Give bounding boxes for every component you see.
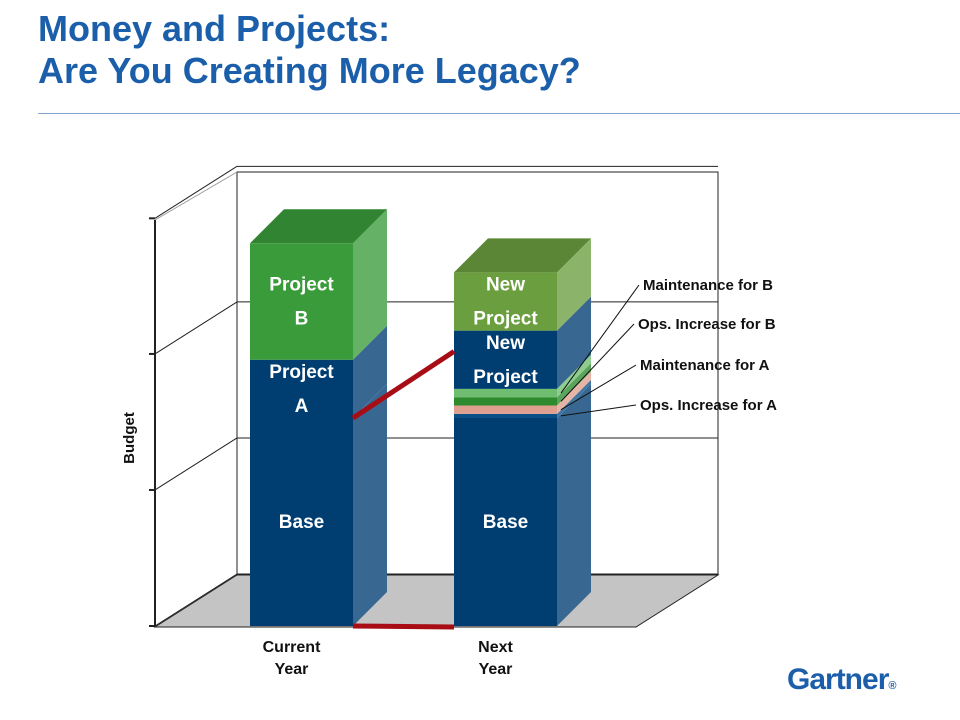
- x-tick-label: Year: [479, 661, 513, 678]
- bar-segment-side: [557, 371, 591, 414]
- bar-segment-label: B: [295, 309, 309, 330]
- bar-segment-label: Project: [473, 367, 538, 388]
- title-line-2: Are You Creating More Legacy?: [38, 50, 581, 91]
- bar-segment-top: [250, 209, 387, 244]
- title-divider: [38, 113, 960, 114]
- bar-segment: [454, 418, 557, 626]
- bar-segment: [454, 413, 557, 418]
- bar-segment-side: [557, 384, 591, 626]
- page-title: Money and Projects: Are You Creating Mor…: [38, 8, 581, 92]
- y-axis-label: Budget: [121, 412, 138, 464]
- gridline: [154, 165, 238, 219]
- bar-segment: [454, 388, 557, 398]
- bar-segment: [454, 397, 557, 406]
- bar-segment: [250, 243, 353, 360]
- callout-label: Maintenance for B: [643, 277, 773, 294]
- bar-segment-label: Project: [269, 362, 334, 383]
- callout-line: [560, 364, 637, 411]
- x-tick-label: Next: [478, 639, 513, 656]
- callout-line: [560, 323, 635, 402]
- bar-segment-side: [557, 379, 591, 418]
- bar-segment-label: Base: [483, 512, 528, 533]
- callout-line: [560, 404, 637, 417]
- chart-back-wall: [236, 171, 719, 575]
- bar-segment-label: Base: [279, 512, 324, 533]
- callout-label: Ops. Increase for B: [638, 316, 776, 333]
- bar-segment-label: Project: [473, 309, 538, 330]
- chart-side-top-edge: [154, 171, 238, 221]
- bar-segment: [250, 359, 353, 418]
- chart-floor: [153, 574, 720, 628]
- connector-line: [351, 349, 456, 421]
- connector-line: [352, 623, 455, 630]
- bar-segment-side: [557, 238, 591, 331]
- bar-segment-side: [353, 325, 387, 418]
- callout-label: Maintenance for A: [640, 357, 770, 374]
- bar-segment-label: New: [486, 333, 525, 354]
- gartner-logo: Gartner®: [787, 663, 897, 696]
- callout-line: [560, 284, 640, 394]
- bar-segment-top: [454, 238, 591, 273]
- gridline: [154, 301, 238, 355]
- bar-segment-label: Project: [269, 275, 334, 296]
- bar-segment: [454, 405, 557, 414]
- bar-segment-label: A: [295, 396, 309, 417]
- bar-segment-side: [557, 296, 591, 389]
- bar-segment-side: [353, 209, 387, 360]
- gridline: [154, 573, 238, 627]
- x-tick-label: Year: [275, 661, 309, 678]
- callout-label: Ops. Increase for A: [640, 397, 777, 414]
- bar-segment: [250, 418, 353, 626]
- bar-segment-side: [557, 363, 591, 406]
- bar-segment: [454, 330, 557, 389]
- x-tick-label: Current: [263, 639, 321, 656]
- bar-segment: [454, 272, 557, 331]
- bar-segment-side: [353, 384, 387, 626]
- gridline: [154, 437, 238, 491]
- title-line-1: Money and Projects:: [38, 8, 391, 49]
- bar-segment-label: New: [486, 275, 525, 296]
